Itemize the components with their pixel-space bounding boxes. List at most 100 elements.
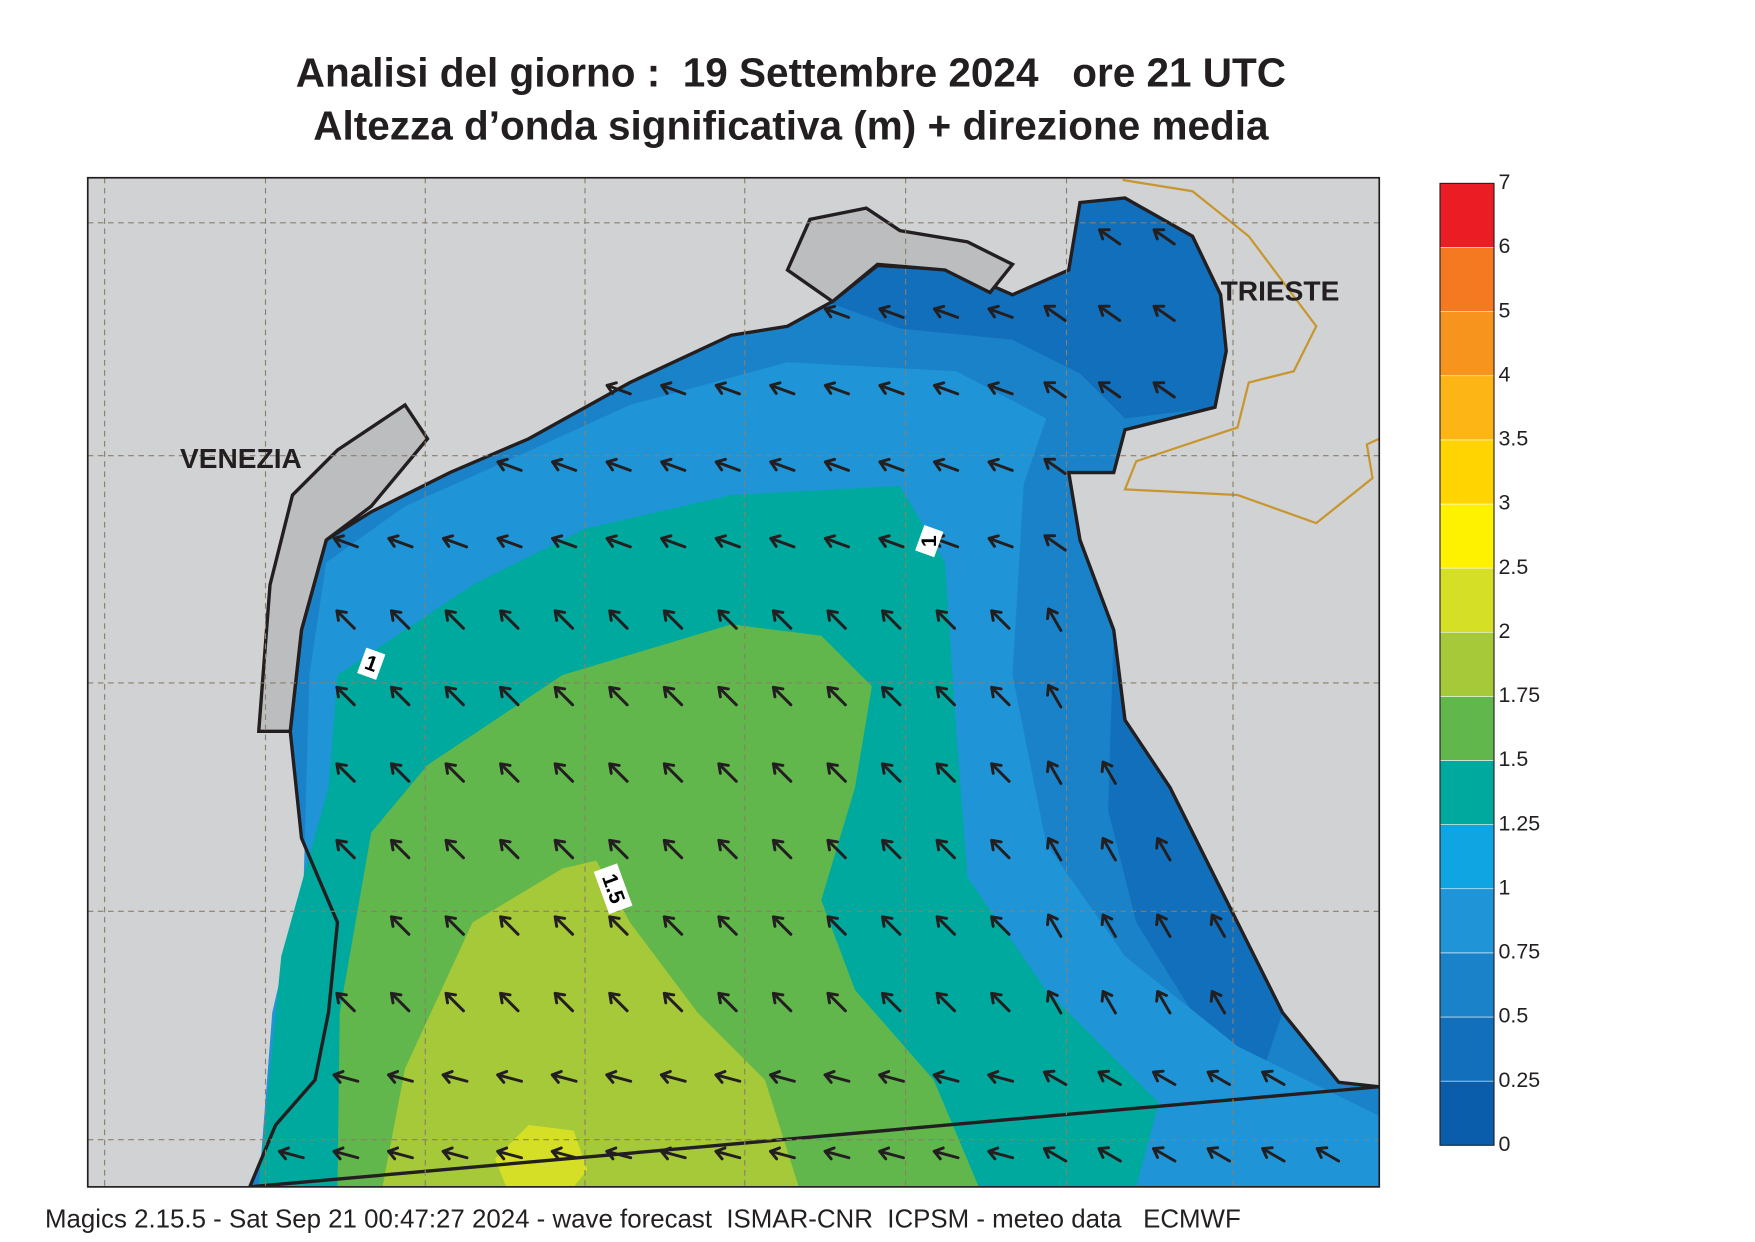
colorbar-tick-label: 3.5 — [1499, 427, 1529, 451]
colorbar-band — [1439, 760, 1495, 825]
direction-arrow — [335, 991, 356, 1013]
colorbar-band — [1439, 1016, 1495, 1082]
direction-arrow — [444, 991, 465, 1013]
direction-arrow — [553, 685, 575, 707]
direction-arrow — [1155, 913, 1172, 938]
direction-arrow — [389, 991, 411, 1013]
direction-arrow — [990, 762, 1011, 783]
direction-arrow — [1098, 304, 1122, 322]
direction-arrow — [389, 915, 411, 936]
direction-arrow — [660, 457, 687, 472]
direction-arrow — [605, 1069, 633, 1084]
direction-arrow — [990, 609, 1011, 630]
direction-arrow — [551, 534, 578, 549]
direction-arrow — [1042, 1146, 1068, 1163]
direction-arrow — [1046, 990, 1063, 1015]
direction-arrow — [1043, 457, 1067, 475]
direction-arrow — [441, 1069, 469, 1084]
direction-arrow — [987, 304, 1014, 319]
direction-arrow — [332, 534, 359, 549]
colorbar-band — [1439, 375, 1495, 441]
direction-arrow — [768, 1069, 796, 1084]
colorbar: 0 0.25 0.5 0.75 1 1.25 1.5 1.75 2 2.5 3 3.5 4 5 6 7 — [1439, 170, 1541, 1156]
direction-arrow — [881, 762, 902, 783]
direction-arrow — [499, 838, 520, 860]
place-label: VENEZIA — [180, 443, 302, 474]
direction-arrow — [987, 534, 1014, 549]
direction-arrow — [990, 838, 1011, 860]
direction-arrow — [771, 609, 793, 630]
direction-arrow — [1152, 1069, 1177, 1086]
direction-arrow — [441, 534, 469, 549]
colorbar-tick-label: 3 — [1499, 491, 1511, 515]
direction-arrow — [878, 304, 905, 319]
direction-arrow — [444, 685, 465, 707]
footer: Magics 2.15.5 - Sat Sep 21 00:47:27 2024… — [45, 1205, 1241, 1233]
direction-arrow — [717, 838, 738, 860]
direction-arrow — [935, 915, 957, 936]
direction-arrow — [932, 1146, 960, 1161]
direction-arrow — [608, 609, 629, 630]
direction-arrow — [335, 609, 356, 630]
direction-arrow — [608, 762, 629, 783]
direction-arrow — [881, 685, 902, 707]
direction-arrow — [550, 1146, 578, 1161]
direction-arrow — [550, 1069, 578, 1084]
lagoon-land — [785, 206, 1016, 304]
direction-arrow — [987, 381, 1014, 396]
direction-arrow — [1043, 534, 1067, 552]
direction-arrow — [1209, 990, 1227, 1015]
colorbar-band — [1439, 439, 1495, 505]
colorbar-band — [1439, 631, 1495, 697]
direction-arrow — [335, 762, 356, 783]
direction-arrow — [990, 685, 1011, 707]
direction-arrow — [444, 838, 465, 860]
sea-zone — [1108, 630, 1283, 1080]
direction-arrow — [1042, 1069, 1068, 1086]
colorbar-tick-label: 4 — [1499, 362, 1511, 386]
direction-arrow — [881, 991, 902, 1013]
direction-arrow — [662, 838, 684, 860]
direction-arrow — [769, 381, 796, 396]
direction-arrow — [878, 381, 905, 396]
direction-arrow — [1206, 1146, 1231, 1163]
direction-arrow — [1043, 304, 1067, 322]
colorbar-tick-label: 1.25 — [1499, 811, 1541, 835]
direction-arrow — [553, 762, 575, 783]
colorbar-tick-label: 1.75 — [1499, 683, 1541, 707]
direction-arrow — [932, 304, 960, 319]
direction-arrow — [1046, 607, 1063, 632]
direction-arrow — [990, 991, 1011, 1013]
direction-arrow — [826, 991, 847, 1013]
direction-arrow — [823, 534, 851, 549]
direction-arrow — [878, 457, 905, 472]
direction-arrow — [826, 915, 847, 936]
direction-arrow — [717, 762, 738, 783]
direction-arrow — [826, 685, 847, 707]
contour-label-box: 1 — [915, 524, 944, 558]
direction-arrow — [659, 1146, 687, 1161]
direction-arrow — [277, 1146, 305, 1161]
direction-arrow — [332, 1069, 360, 1084]
direction-arrow — [496, 1069, 524, 1084]
direction-arrow — [1046, 760, 1063, 785]
direction-arrow — [553, 991, 575, 1013]
direction-arrow — [987, 1146, 1015, 1161]
direction-arrow — [660, 381, 687, 396]
direction-arrow — [389, 685, 411, 707]
direction-arrow — [771, 915, 793, 936]
direction-arrow — [499, 991, 520, 1013]
direction-arrow — [1100, 760, 1117, 785]
direction-arrow — [878, 1069, 905, 1084]
direction-arrow — [387, 534, 414, 549]
direction-arrow — [932, 457, 960, 472]
direction-arrow — [932, 1069, 960, 1084]
direction-arrow — [499, 609, 520, 630]
sea-zone — [382, 860, 799, 1187]
colorbar-band — [1439, 503, 1495, 569]
direction-arrow — [714, 1146, 742, 1161]
direction-arrow — [714, 381, 741, 396]
colorbar-tick-label: 0.75 — [1499, 940, 1541, 964]
direction-arrow — [662, 762, 684, 783]
direction-arrow — [1100, 913, 1117, 938]
